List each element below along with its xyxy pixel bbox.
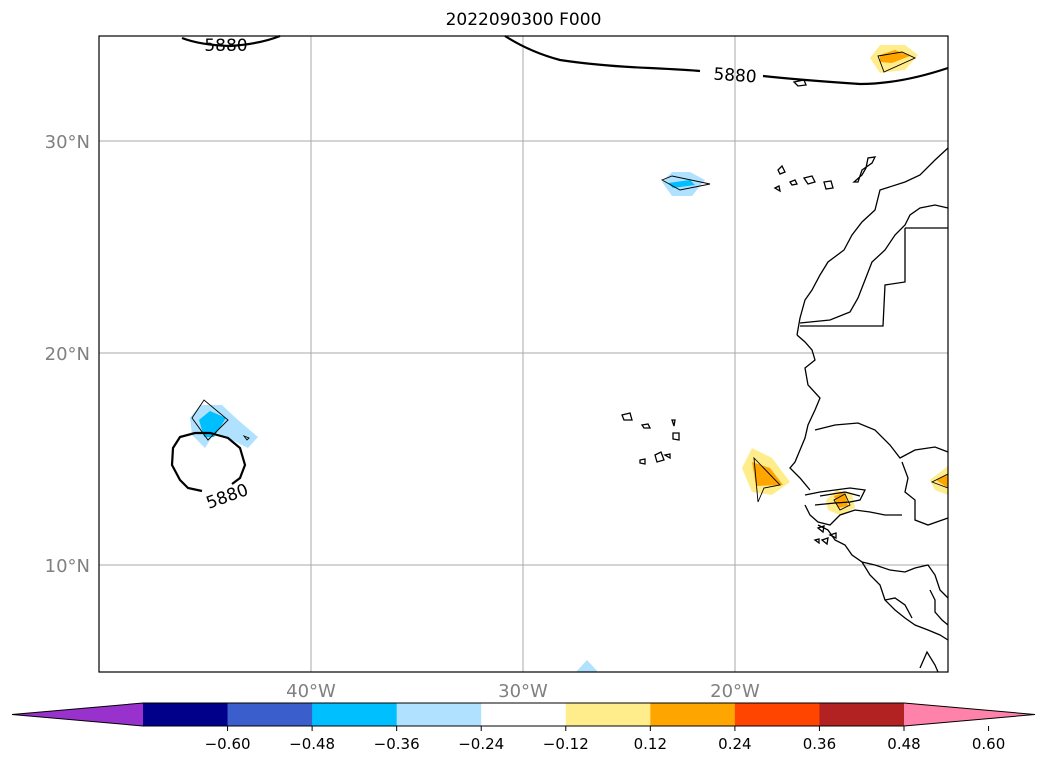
- lat-label-30n: 30°N: [45, 132, 90, 153]
- lon-label-20w: 20°W: [710, 681, 760, 702]
- colorbar-swatch: [143, 703, 229, 726]
- colorbar-swatch: [396, 703, 482, 726]
- negative-anomaly-patch: [668, 180, 695, 188]
- colorbar-tick-label: −0.12: [543, 735, 589, 753]
- map-title: 2022090300 F000: [445, 10, 602, 30]
- map-frame: [98, 35, 949, 673]
- colorbar-tick-label: 0.60: [972, 735, 1005, 753]
- colorbar-extend-high: [904, 703, 1035, 726]
- lat-label-10n: 10°N: [45, 556, 90, 577]
- colorbar-swatch: [227, 703, 313, 726]
- negative-anomaly-patch: [199, 411, 226, 437]
- lon-label-40w: 40°W: [286, 681, 336, 702]
- colorbar-tick-label: −0.24: [458, 735, 504, 753]
- colorbar-swatch: [819, 703, 905, 726]
- negative-anomaly-patch: [576, 660, 598, 672]
- contour-label-5880-west: 5880: [204, 480, 251, 514]
- height-contours-5880: [170, 34, 949, 493]
- colorbar-swatch: [734, 703, 820, 726]
- contour-label-5880-nw: 5880: [204, 36, 247, 56]
- colorbar-swatch: [312, 703, 398, 726]
- colorbar-swatch: [650, 703, 736, 726]
- colorbar-tick-label: −0.48: [289, 735, 335, 753]
- contour-5880-west: [170, 431, 247, 493]
- colorbar-extend-low: [12, 703, 143, 726]
- colorbar-ticks: −0.60 −0.48 −0.36 −0.24 −0.12 0.12 0.24 0.36 0.4…: [205, 726, 1005, 753]
- positive-anomaly-patch: [936, 474, 948, 488]
- coastlines: [621, 79, 949, 673]
- contour-5880-north: [504, 35, 949, 86]
- colorbar-swatch: [481, 703, 567, 726]
- anomaly-shading: [190, 45, 948, 672]
- colorbar-swatch: [565, 703, 651, 726]
- thin-contours: [191, 51, 949, 511]
- negative-anomaly-patch: [190, 405, 258, 448]
- contour-label-5880-north: 5880: [713, 65, 758, 88]
- colorbar-tick-label: 0.12: [634, 735, 667, 753]
- colorbar-tick-label: 0.36: [803, 735, 836, 753]
- colorbar-outline: [11, 702, 1036, 727]
- positive-anomaly-patch: [834, 492, 848, 508]
- gridlines: [99, 36, 948, 672]
- colorbar-tick-label: 0.24: [718, 735, 751, 753]
- colorbar-tick-label: −0.60: [205, 735, 251, 753]
- contour-5880-nw: [181, 34, 281, 48]
- lon-label-30w: 30°W: [498, 681, 548, 702]
- colorbar: [11, 702, 1036, 727]
- colorbar-tick-label: −0.36: [374, 735, 420, 753]
- lat-label-20n: 20°N: [45, 344, 90, 365]
- colorbar-tick-label: 0.48: [887, 735, 920, 753]
- positive-anomaly-patch: [880, 50, 910, 63]
